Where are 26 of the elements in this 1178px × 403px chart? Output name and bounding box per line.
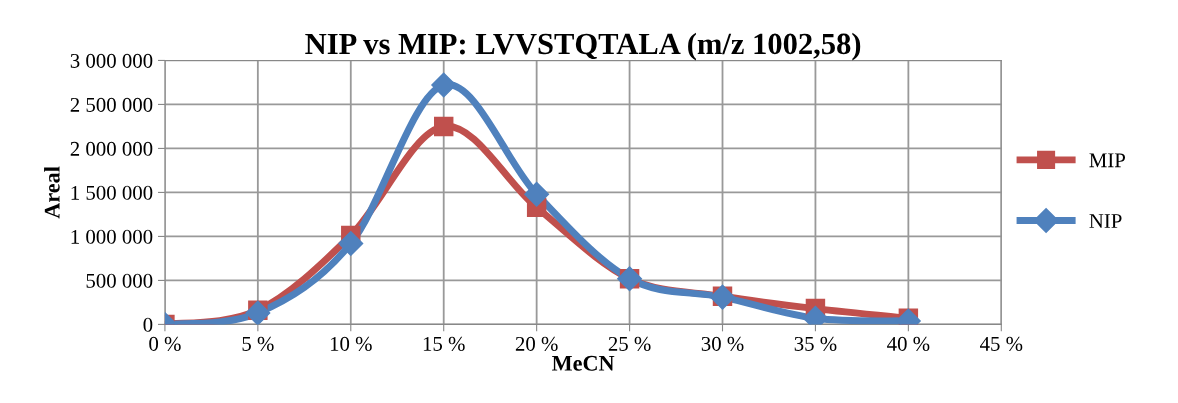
x-tick-label: 20 % <box>515 336 558 351</box>
y-tick-label: 2 000 000 <box>70 141 153 156</box>
x-tick-label: 45 % <box>980 336 1023 351</box>
point <box>431 72 457 98</box>
y-tick-label: 1 500 000 <box>71 185 153 200</box>
x-tick-label: 10 % <box>330 336 372 351</box>
y-axis-title: Areal <box>44 166 60 219</box>
x-tick-label: 40 % <box>887 336 930 351</box>
x-tick-label: 15 % <box>423 336 465 351</box>
x-tick-label: 0 % <box>149 336 181 351</box>
x-tick-label: 25 % <box>608 336 651 351</box>
y-tick-label: 0 <box>143 317 153 332</box>
x-tick-label: 30 % <box>701 336 744 351</box>
x-tick-label: 5 % <box>242 336 274 351</box>
chart-title: NIP vs MIP: LVVSTQTALA (m/z 1002,58) <box>305 32 861 61</box>
y-tick-label: 3 000 000 <box>70 53 153 68</box>
point <box>524 181 550 207</box>
point <box>433 116 454 137</box>
legend-label: MIP <box>1089 153 1126 168</box>
x-tick-label: 35 % <box>794 336 837 351</box>
x-axis-title: MeCN <box>552 355 615 371</box>
y-tick-label: 2 500 000 <box>70 97 153 112</box>
y-tick-label: 500 000 <box>86 273 153 288</box>
point <box>338 230 364 256</box>
legend-label: NIP <box>1089 214 1122 228</box>
y-tick-label: 1 000 000 <box>71 229 153 244</box>
